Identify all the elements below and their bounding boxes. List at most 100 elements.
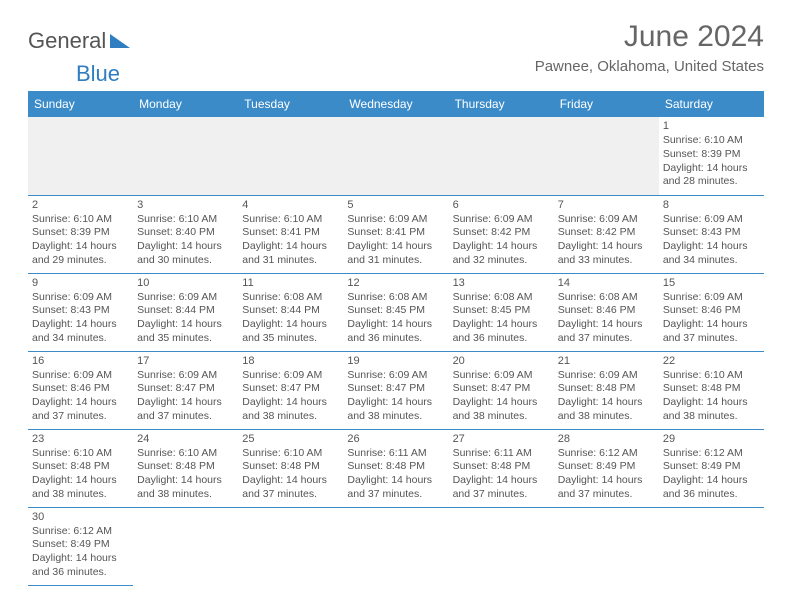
day-detail: Sunrise: 6:10 AM	[32, 447, 129, 461]
calendar-day: 1Sunrise: 6:10 AMSunset: 8:39 PMDaylight…	[659, 117, 764, 195]
day-detail: Daylight: 14 hours	[663, 396, 760, 410]
day-detail: and 37 minutes.	[558, 332, 655, 346]
day-detail: Sunset: 8:45 PM	[347, 304, 444, 318]
day-detail: Sunset: 8:46 PM	[32, 382, 129, 396]
day-number: 30	[32, 510, 129, 524]
day-detail: Sunset: 8:39 PM	[32, 226, 129, 240]
day-detail: Sunset: 8:43 PM	[663, 226, 760, 240]
day-number: 5	[347, 198, 444, 212]
day-detail: Daylight: 14 hours	[663, 162, 760, 176]
day-number: 22	[663, 354, 760, 368]
calendar-day: 30Sunrise: 6:12 AMSunset: 8:49 PMDayligh…	[28, 507, 133, 585]
day-number: 29	[663, 432, 760, 446]
day-detail: Sunrise: 6:09 AM	[32, 369, 129, 383]
day-detail: Sunset: 8:44 PM	[242, 304, 339, 318]
day-number: 16	[32, 354, 129, 368]
day-detail: and 37 minutes.	[663, 332, 760, 346]
day-detail: and 37 minutes.	[558, 488, 655, 502]
day-detail: and 33 minutes.	[558, 254, 655, 268]
day-detail: and 36 minutes.	[663, 488, 760, 502]
day-header: Tuesday	[238, 91, 343, 117]
calendar-day: 18Sunrise: 6:09 AMSunset: 8:47 PMDayligh…	[238, 351, 343, 429]
day-detail: Daylight: 14 hours	[347, 240, 444, 254]
day-detail: Sunset: 8:48 PM	[453, 460, 550, 474]
day-detail: Sunset: 8:49 PM	[558, 460, 655, 474]
day-detail: Sunset: 8:42 PM	[558, 226, 655, 240]
day-detail: Sunrise: 6:12 AM	[32, 525, 129, 539]
day-number: 27	[453, 432, 550, 446]
day-detail: and 30 minutes.	[137, 254, 234, 268]
calendar-day: 27Sunrise: 6:11 AMSunset: 8:48 PMDayligh…	[449, 429, 554, 507]
day-header: Monday	[133, 91, 238, 117]
day-detail: Sunset: 8:40 PM	[137, 226, 234, 240]
day-detail: and 38 minutes.	[558, 410, 655, 424]
day-detail: Daylight: 14 hours	[558, 318, 655, 332]
day-detail: Sunrise: 6:08 AM	[347, 291, 444, 305]
calendar-row: 1Sunrise: 6:10 AMSunset: 8:39 PMDaylight…	[28, 117, 764, 195]
day-number: 4	[242, 198, 339, 212]
day-number: 25	[242, 432, 339, 446]
day-detail: Sunset: 8:47 PM	[137, 382, 234, 396]
day-detail: Daylight: 14 hours	[32, 396, 129, 410]
calendar-day: 9Sunrise: 6:09 AMSunset: 8:43 PMDaylight…	[28, 273, 133, 351]
day-number: 24	[137, 432, 234, 446]
day-detail: and 37 minutes.	[242, 488, 339, 502]
day-detail: and 37 minutes.	[137, 410, 234, 424]
day-detail: and 37 minutes.	[32, 410, 129, 424]
day-detail: and 29 minutes.	[32, 254, 129, 268]
calendar-row: 23Sunrise: 6:10 AMSunset: 8:48 PMDayligh…	[28, 429, 764, 507]
calendar-day: 12Sunrise: 6:08 AMSunset: 8:45 PMDayligh…	[343, 273, 448, 351]
day-detail: Sunrise: 6:10 AM	[137, 213, 234, 227]
calendar-table: SundayMondayTuesdayWednesdayThursdayFrid…	[28, 91, 764, 586]
day-detail: Sunset: 8:41 PM	[347, 226, 444, 240]
day-detail: Sunrise: 6:11 AM	[347, 447, 444, 461]
day-detail: and 38 minutes.	[453, 410, 550, 424]
calendar-day: 13Sunrise: 6:08 AMSunset: 8:45 PMDayligh…	[449, 273, 554, 351]
day-detail: and 38 minutes.	[242, 410, 339, 424]
calendar-day: 19Sunrise: 6:09 AMSunset: 8:47 PMDayligh…	[343, 351, 448, 429]
day-detail: Sunrise: 6:10 AM	[242, 213, 339, 227]
day-number: 1	[663, 119, 760, 133]
day-detail: Sunrise: 6:12 AM	[663, 447, 760, 461]
day-detail: Sunset: 8:47 PM	[453, 382, 550, 396]
calendar-day: 14Sunrise: 6:08 AMSunset: 8:46 PMDayligh…	[554, 273, 659, 351]
day-detail: Sunrise: 6:09 AM	[347, 369, 444, 383]
day-number: 17	[137, 354, 234, 368]
day-detail: Sunset: 8:47 PM	[347, 382, 444, 396]
day-detail: Sunset: 8:48 PM	[137, 460, 234, 474]
day-detail: Sunrise: 6:09 AM	[137, 291, 234, 305]
calendar-empty	[238, 507, 343, 585]
day-detail: and 34 minutes.	[32, 332, 129, 346]
day-detail: Sunset: 8:49 PM	[32, 538, 129, 552]
day-detail: Daylight: 14 hours	[663, 474, 760, 488]
calendar-empty	[133, 117, 238, 195]
calendar-empty	[659, 507, 764, 585]
day-detail: Daylight: 14 hours	[347, 474, 444, 488]
calendar-row: 30Sunrise: 6:12 AMSunset: 8:49 PMDayligh…	[28, 507, 764, 585]
calendar-day: 10Sunrise: 6:09 AMSunset: 8:44 PMDayligh…	[133, 273, 238, 351]
day-detail: Sunrise: 6:10 AM	[32, 213, 129, 227]
day-detail: Daylight: 14 hours	[137, 240, 234, 254]
day-detail: Daylight: 14 hours	[347, 318, 444, 332]
day-number: 18	[242, 354, 339, 368]
day-header: Wednesday	[343, 91, 448, 117]
day-detail: Sunset: 8:41 PM	[242, 226, 339, 240]
day-number: 12	[347, 276, 444, 290]
day-header: Friday	[554, 91, 659, 117]
day-number: 21	[558, 354, 655, 368]
day-number: 6	[453, 198, 550, 212]
day-detail: Sunset: 8:43 PM	[32, 304, 129, 318]
calendar-day: 2Sunrise: 6:10 AMSunset: 8:39 PMDaylight…	[28, 195, 133, 273]
day-detail: Sunrise: 6:09 AM	[663, 291, 760, 305]
day-header-row: SundayMondayTuesdayWednesdayThursdayFrid…	[28, 91, 764, 117]
calendar-empty	[554, 117, 659, 195]
day-detail: and 31 minutes.	[242, 254, 339, 268]
day-detail: and 34 minutes.	[663, 254, 760, 268]
day-detail: Daylight: 14 hours	[242, 396, 339, 410]
day-detail: Daylight: 14 hours	[137, 396, 234, 410]
day-detail: Sunset: 8:48 PM	[558, 382, 655, 396]
calendar-day: 25Sunrise: 6:10 AMSunset: 8:48 PMDayligh…	[238, 429, 343, 507]
day-detail: and 36 minutes.	[347, 332, 444, 346]
calendar-day: 21Sunrise: 6:09 AMSunset: 8:48 PMDayligh…	[554, 351, 659, 429]
calendar-empty	[554, 507, 659, 585]
